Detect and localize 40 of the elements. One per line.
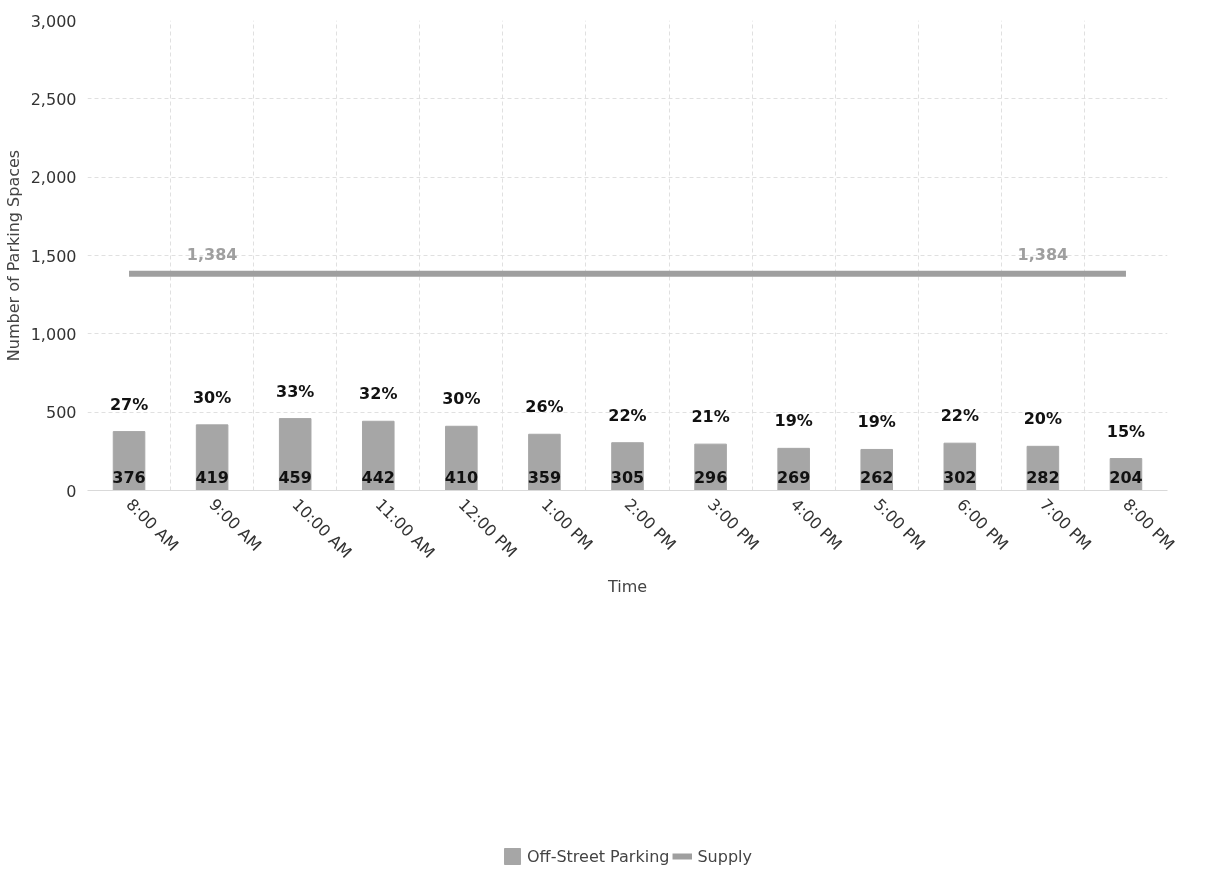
annotation: 22% xyxy=(608,405,647,425)
annotation: 15% xyxy=(1106,421,1146,441)
data-label: 442 xyxy=(361,467,395,487)
data-label: 262 xyxy=(860,467,894,487)
y-tick-label: 500 xyxy=(45,403,77,423)
y-tick-label: 1,000 xyxy=(30,324,77,344)
y-tick-label: 1,500 xyxy=(30,246,77,266)
annotation: 30% xyxy=(192,387,232,407)
data-label: 410 xyxy=(444,467,479,487)
data-label: 296 xyxy=(693,467,728,487)
annotation: 19% xyxy=(857,412,896,432)
bar xyxy=(195,424,229,491)
data-label: 204 xyxy=(1109,467,1143,487)
annotation: 26% xyxy=(525,397,564,417)
y-tick-label: 2,500 xyxy=(30,89,77,109)
data-label: 419 xyxy=(195,467,229,487)
data-label: 1,384 xyxy=(1017,244,1069,264)
annotation: 30% xyxy=(442,389,481,409)
annotation: 19% xyxy=(774,411,813,431)
annotation: 20% xyxy=(1023,409,1063,429)
data-label: 282 xyxy=(1026,467,1060,487)
annotation: 33% xyxy=(276,381,315,401)
data-label: 1,384 xyxy=(186,244,238,264)
data-label: 359 xyxy=(527,467,562,487)
annotation: 21% xyxy=(691,407,730,427)
y-tick-label: 0 xyxy=(66,481,77,501)
legend-label: Supply xyxy=(697,846,752,866)
data-label: 269 xyxy=(776,467,811,487)
legend-label: Off-Street Parking xyxy=(527,846,670,866)
annotation: 27% xyxy=(109,394,149,414)
data-label: 305 xyxy=(610,467,645,487)
annotation: 22% xyxy=(940,406,979,426)
y-tick-label: 3,000 xyxy=(30,11,77,31)
y-axis-title: Number of Parking Spaces xyxy=(3,149,23,362)
x-axis-title: Time xyxy=(606,576,648,596)
annotation: 32% xyxy=(359,384,398,404)
data-label: 302 xyxy=(943,467,977,487)
data-label: 376 xyxy=(112,467,146,487)
y-tick-label: 2,000 xyxy=(30,168,77,188)
data-label: 459 xyxy=(278,467,312,487)
